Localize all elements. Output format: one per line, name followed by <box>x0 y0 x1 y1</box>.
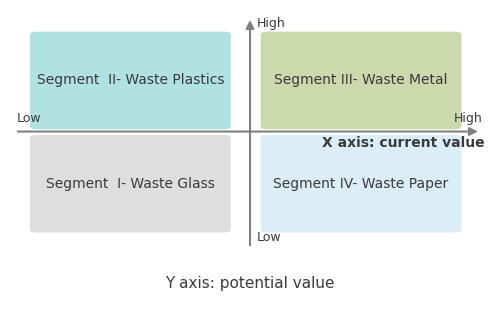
Text: Segment  I- Waste Glass: Segment I- Waste Glass <box>46 177 215 191</box>
Text: Y axis: potential value: Y axis: potential value <box>165 276 335 291</box>
Text: Low: Low <box>17 112 42 125</box>
Text: X axis: current value: X axis: current value <box>322 136 485 150</box>
FancyBboxPatch shape <box>260 135 462 233</box>
Text: Segment  II- Waste Plastics: Segment II- Waste Plastics <box>36 74 224 87</box>
Text: Low: Low <box>256 231 281 244</box>
Text: Segment IV- Waste Paper: Segment IV- Waste Paper <box>274 177 448 191</box>
FancyBboxPatch shape <box>30 32 231 129</box>
Text: High: High <box>454 112 483 125</box>
Text: Segment III- Waste Metal: Segment III- Waste Metal <box>274 74 448 87</box>
FancyBboxPatch shape <box>30 135 231 233</box>
Text: High: High <box>256 17 285 30</box>
FancyBboxPatch shape <box>260 32 462 129</box>
